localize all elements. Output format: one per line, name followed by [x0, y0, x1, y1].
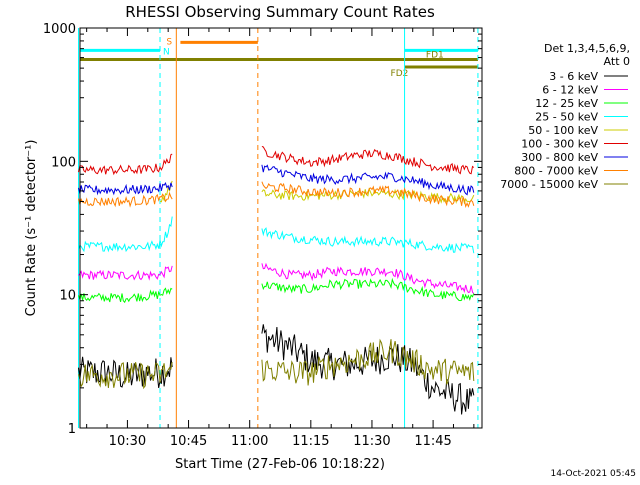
flag-label-fd2: FD2: [391, 69, 409, 79]
series-line: [261, 181, 475, 209]
series-line: [261, 277, 475, 302]
y-tick-label: 10: [59, 289, 76, 304]
flag-label-fd1: FD1: [426, 51, 444, 61]
series-line: [261, 262, 475, 295]
x-tick-label: 10:45: [170, 434, 207, 449]
x-axis-title: Start Time (27-Feb-06 10:18:22): [175, 457, 385, 472]
series-line: [78, 356, 173, 388]
y-tick-label: 1: [68, 422, 76, 437]
legend-header: Att 0: [604, 55, 630, 68]
series-line: [78, 216, 173, 253]
legend-label: 25 - 50 keV: [535, 111, 598, 124]
x-tick-label: 11:30: [353, 434, 390, 449]
legend-label: 100 - 300 keV: [521, 138, 598, 151]
series-line: [78, 181, 173, 196]
y-tick-label: 1000: [43, 22, 76, 37]
x-tick-label: 11:00: [231, 434, 268, 449]
y-axis-title: Count Rate (s⁻¹ detector⁻¹): [24, 140, 39, 317]
y-tick-label: 100: [51, 155, 76, 170]
series-line: [261, 338, 475, 386]
series-line: [78, 153, 173, 176]
legend-label: 800 - 7000 keV: [514, 165, 598, 178]
legend-label: 6 - 12 keV: [542, 84, 598, 97]
series-line: [261, 164, 475, 196]
vertical-lines-layer: [78, 28, 479, 428]
x-tick-label: 11:15: [292, 434, 329, 449]
legend-header: Det 1,3,4,5,6,9,: [544, 42, 630, 55]
series-line: [78, 265, 173, 281]
series-line: [78, 191, 173, 208]
series-line: [78, 362, 173, 390]
series-line: [261, 187, 475, 205]
legend-label: 12 - 25 keV: [535, 97, 598, 110]
legend-label: 300 - 800 keV: [521, 151, 598, 164]
series-line: [261, 146, 475, 175]
series-layer: [78, 146, 475, 415]
axes-layer: 10:30 10:45 11:00 11:15 11:30 11:45 1 10 100 1000: [43, 22, 482, 449]
legend-label: 7000 - 15000 keV: [500, 178, 598, 191]
flag-label-s: S: [166, 37, 172, 47]
footer-date: 14-Oct-2021 05:45: [551, 469, 636, 479]
series-line: [78, 287, 173, 304]
flag-label-n: N: [163, 47, 170, 57]
series-line: [261, 227, 475, 254]
legend-label: 50 - 100 keV: [528, 124, 598, 137]
legend-label: 3 - 6 keV: [549, 70, 598, 83]
plot-frame: [79, 27, 483, 429]
x-tick-label: 10:30: [109, 434, 146, 449]
x-tick-label: 11:45: [414, 434, 451, 449]
flags-layer: SN FD1 FD2: [80, 37, 478, 79]
chart-title: RHESSI Observing Summary Count Rates: [125, 3, 435, 21]
